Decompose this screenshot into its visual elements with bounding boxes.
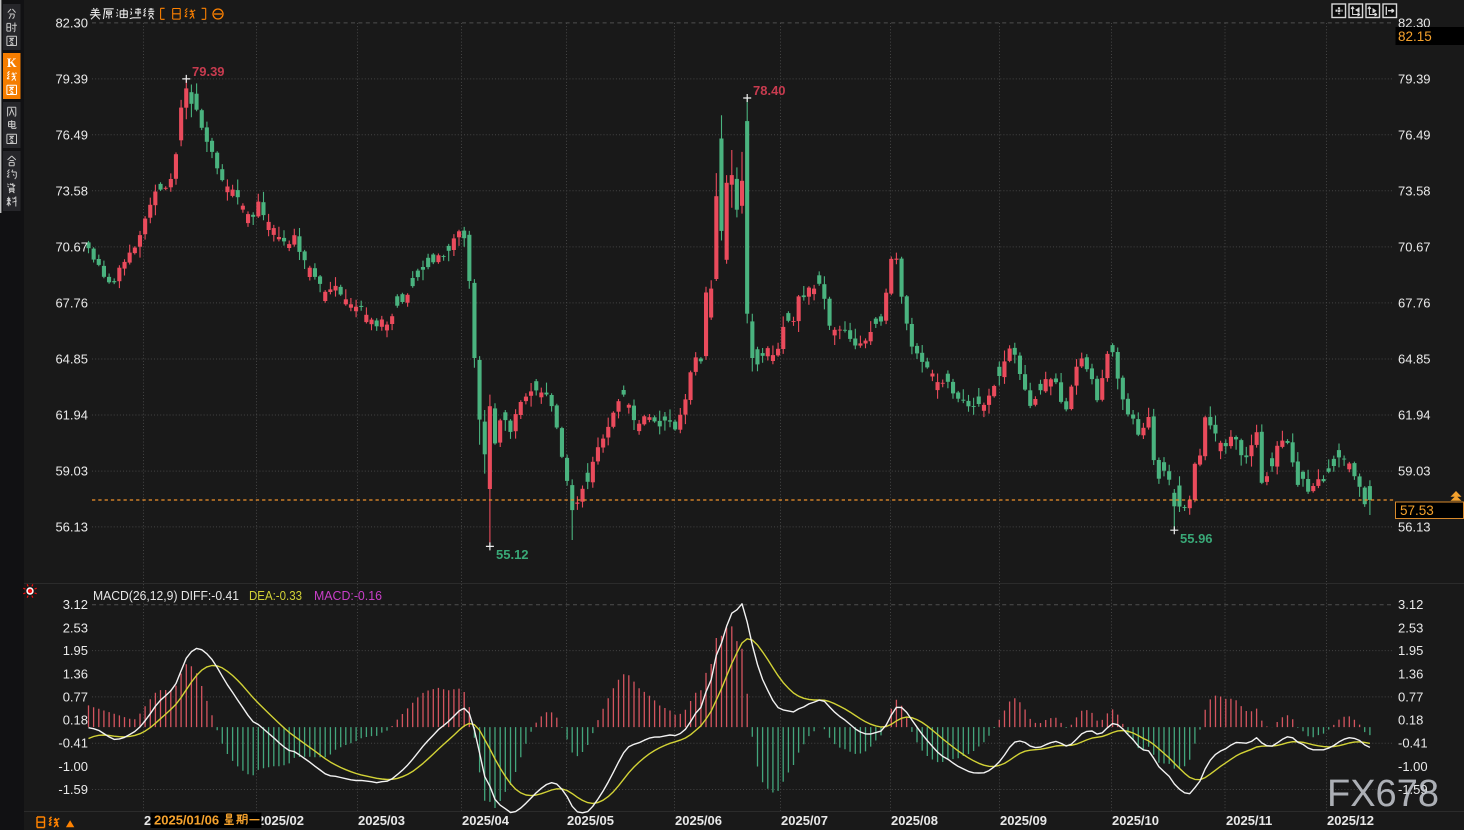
svg-text:K: K xyxy=(7,56,17,70)
svg-text:2.53: 2.53 xyxy=(1398,620,1423,635)
svg-text:2025/01/06: 2025/01/06 xyxy=(154,813,219,828)
svg-text:67.76: 67.76 xyxy=(1398,295,1431,310)
svg-text:-1.00: -1.00 xyxy=(1398,759,1428,774)
svg-text:76.49: 76.49 xyxy=(55,127,88,142)
svg-text:1.95: 1.95 xyxy=(63,643,88,658)
svg-text:2025/11: 2025/11 xyxy=(1226,813,1272,828)
svg-text:2025/02: 2025/02 xyxy=(257,813,304,828)
svg-text:59.03: 59.03 xyxy=(1398,464,1431,479)
svg-text:2025/06: 2025/06 xyxy=(675,813,722,828)
svg-text:73.58: 73.58 xyxy=(1398,183,1431,198)
svg-text:2025/04: 2025/04 xyxy=(462,813,510,828)
svg-text:76.49: 76.49 xyxy=(1398,127,1431,142)
svg-text:70.67: 70.67 xyxy=(55,239,88,254)
svg-text:79.39: 79.39 xyxy=(55,71,88,86)
svg-text:2025/07: 2025/07 xyxy=(781,813,828,828)
svg-text:78.40: 78.40 xyxy=(753,83,786,98)
svg-text:79.39: 79.39 xyxy=(1398,71,1431,86)
svg-text:1.95: 1.95 xyxy=(1398,643,1423,658)
svg-text:3.12: 3.12 xyxy=(1398,597,1423,612)
svg-text:82.30: 82.30 xyxy=(1398,15,1431,30)
svg-text:-0.41: -0.41 xyxy=(1398,736,1428,751)
svg-text:-1.59: -1.59 xyxy=(1398,782,1428,797)
svg-text:-0.41: -0.41 xyxy=(58,736,88,751)
svg-text:2025/10: 2025/10 xyxy=(1112,813,1159,828)
svg-text:2025/03: 2025/03 xyxy=(358,813,405,828)
svg-text:55.96: 55.96 xyxy=(1180,531,1213,546)
svg-text:70.67: 70.67 xyxy=(1398,239,1431,254)
svg-text:82.30: 82.30 xyxy=(55,15,88,30)
svg-text:55.12: 55.12 xyxy=(496,547,529,562)
svg-text:56.13: 56.13 xyxy=(55,519,88,534)
svg-text:64.85: 64.85 xyxy=(1398,352,1431,367)
svg-text:0.18: 0.18 xyxy=(1398,713,1423,728)
svg-text:2025/12: 2025/12 xyxy=(1327,813,1374,828)
svg-text:82.15: 82.15 xyxy=(1398,29,1432,44)
svg-text:64.85: 64.85 xyxy=(55,352,88,367)
svg-text:2025/08: 2025/08 xyxy=(891,813,938,828)
svg-text:1.36: 1.36 xyxy=(1398,666,1423,681)
svg-text:DEA:-0.33: DEA:-0.33 xyxy=(249,588,302,603)
svg-text:2025/09: 2025/09 xyxy=(1000,813,1047,828)
svg-text:59.03: 59.03 xyxy=(55,464,88,479)
svg-text:73.58: 73.58 xyxy=(55,183,88,198)
svg-text:0.18: 0.18 xyxy=(63,713,88,728)
svg-text:2.53: 2.53 xyxy=(63,620,88,635)
svg-text:56.13: 56.13 xyxy=(1398,519,1431,534)
svg-text:-1.59: -1.59 xyxy=(58,782,88,797)
svg-text:1.36: 1.36 xyxy=(63,666,88,681)
svg-text:79.39: 79.39 xyxy=(192,64,225,79)
svg-text:FX678: FX678 xyxy=(1327,773,1439,815)
svg-text:0.77: 0.77 xyxy=(1398,689,1423,704)
svg-text:61.94: 61.94 xyxy=(55,408,88,423)
svg-text:-1.00: -1.00 xyxy=(58,759,88,774)
svg-text:2025/05: 2025/05 xyxy=(567,813,614,828)
svg-text:57.53: 57.53 xyxy=(1400,503,1434,518)
svg-text:MACD(26,12,9) DIFF:-0.41: MACD(26,12,9) DIFF:-0.41 xyxy=(93,588,239,603)
svg-text:61.94: 61.94 xyxy=(1398,408,1431,423)
svg-text:67.76: 67.76 xyxy=(55,295,88,310)
svg-text:3.12: 3.12 xyxy=(63,597,88,612)
svg-text:MACD:-0.16: MACD:-0.16 xyxy=(314,588,382,603)
svg-text:0.77: 0.77 xyxy=(63,689,88,704)
